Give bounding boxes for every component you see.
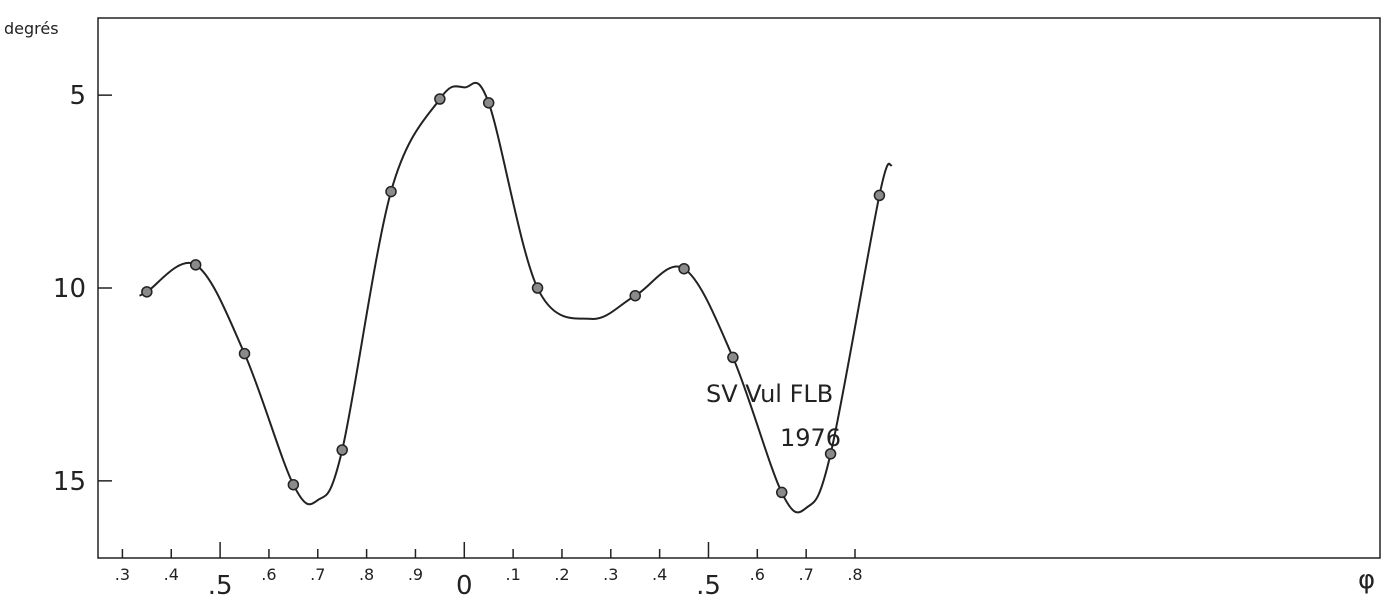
data-point bbox=[629, 289, 641, 302]
y-tick-label: 10 bbox=[53, 274, 86, 304]
data-point bbox=[873, 189, 886, 202]
data-point bbox=[678, 262, 690, 275]
x-tick-label: 0 bbox=[456, 571, 473, 600]
data-point bbox=[727, 351, 739, 364]
data-point bbox=[336, 444, 348, 456]
x-tick-label: .2 bbox=[554, 565, 569, 584]
x-tick-label: .8 bbox=[359, 565, 374, 584]
data-point bbox=[385, 185, 397, 198]
x-tick-label: .4 bbox=[652, 565, 667, 584]
x-tick-label: .3 bbox=[115, 565, 130, 584]
data-point bbox=[238, 347, 251, 360]
data-point bbox=[141, 286, 153, 298]
x-tick-label: .1 bbox=[505, 565, 520, 584]
data-point bbox=[482, 97, 495, 109]
x-tick-label: .9 bbox=[408, 565, 423, 584]
phase-curve bbox=[139, 81, 893, 514]
annotation-star-observer: SV Vul FLB bbox=[706, 380, 833, 408]
annotation-year: 1976 bbox=[780, 424, 841, 452]
data-point bbox=[189, 259, 202, 271]
x-tick-label: .7 bbox=[310, 565, 325, 584]
y-axis-label: degrés bbox=[4, 19, 59, 38]
x-axis-label: φ bbox=[1358, 565, 1375, 595]
x-tick-label: .6 bbox=[261, 565, 276, 584]
data-point bbox=[775, 486, 788, 499]
x-tick-label: .7 bbox=[799, 565, 814, 584]
x-tick-label: .3 bbox=[603, 565, 618, 584]
x-tick-label: .5 bbox=[696, 571, 721, 600]
x-tick-label: .6 bbox=[750, 565, 765, 584]
data-point bbox=[434, 93, 446, 105]
x-tick-label: .8 bbox=[847, 565, 862, 584]
y-tick-label: 5 bbox=[69, 81, 86, 111]
data-point bbox=[824, 448, 837, 460]
x-tick-label: .5 bbox=[208, 571, 233, 600]
x-tick-label: .4 bbox=[164, 565, 179, 584]
data-point bbox=[287, 478, 300, 491]
y-tick-label: 15 bbox=[53, 467, 86, 497]
data-point bbox=[531, 282, 544, 294]
